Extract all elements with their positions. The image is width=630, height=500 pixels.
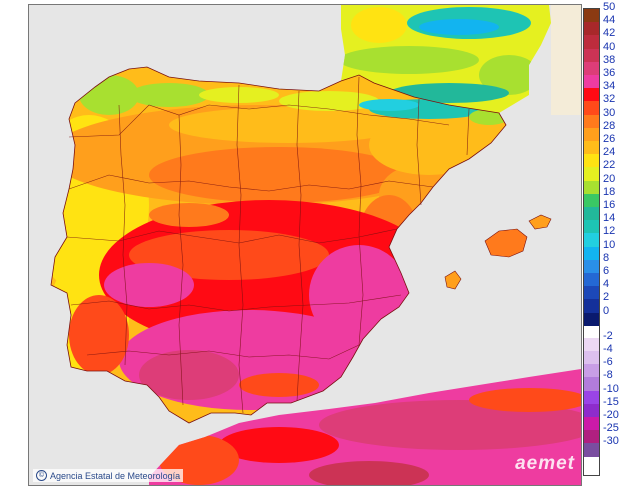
legend-swatch-pos-4: [584, 61, 599, 76]
legend-label-pos-4: 38: [603, 53, 616, 66]
legend-label-pos-23: 0: [603, 304, 610, 317]
legend-label-pos-21: 4: [603, 278, 610, 291]
legend-label-pos-10: 26: [603, 133, 616, 145]
legend-swatch-pos-1: [584, 22, 599, 36]
legend-color-scale: [583, 8, 600, 476]
legend-swatch-pos-10: [584, 141, 599, 155]
province-borders: [66, 76, 470, 414]
legend-swatch-pos-7: [584, 101, 599, 116]
legend-label-pos-19: 8: [603, 251, 610, 264]
legend-swatch-pos-8: [584, 114, 599, 129]
legend-swatch-pos-9: [584, 127, 599, 142]
legend-label-neg-3: -8: [603, 369, 613, 382]
legend-label-pos-18: 10: [603, 238, 616, 251]
legend-label-neg-8: -30: [603, 435, 619, 448]
legend-label-neg-7: -25: [603, 422, 619, 435]
legend-label-pos-20: 6: [603, 265, 610, 277]
legend-label-pos-16: 14: [603, 212, 616, 225]
legend-swatch-neg-3: [584, 377, 599, 392]
agency-credit-text: Agencia Estatal de Meteorología: [50, 470, 181, 481]
map-canvas: [50, 5, 581, 485]
legend-swatch-neg-4: [584, 390, 599, 405]
legend-swatch-pos-23: [584, 312, 599, 327]
legend-label-neg-4: -10: [603, 382, 619, 395]
legend-swatch-neg-5: [584, 403, 599, 418]
legend-swatch-pos-15: [584, 207, 599, 221]
legend-swatch-pos-21: [584, 286, 599, 300]
legend-label-neg-1: -4: [603, 343, 613, 355]
aemet-logo: aemet: [515, 453, 575, 474]
legend-swatch-pos-11: [584, 154, 599, 168]
legend-label-neg-0: -2: [603, 329, 613, 342]
legend-swatch-neg-6: [584, 417, 599, 431]
legend-swatch-pos-22: [584, 299, 599, 314]
legend-label-pos-13: 20: [603, 172, 616, 185]
agency-credit: © Agencia Estatal de Meteorología: [33, 469, 184, 482]
legend-swatch-pos-14: [584, 193, 599, 208]
iberia-coastline: [50, 66, 507, 424]
right-landmass: [551, 5, 581, 115]
legend-label-pos-14: 18: [603, 185, 616, 198]
legend-swatch-pos-16: [584, 220, 599, 234]
legend-swatch-pos-20: [584, 273, 599, 287]
legend-swatch-pos-18: [584, 246, 599, 261]
legend-swatch-pos-3: [584, 48, 599, 63]
temperature-legend: 50 44 42 40 38 36 34 32 30 28 26 24 22 20 18 16 14 12 10 8 6…: [583, 2, 629, 484]
legend-swatch-neg-8: [584, 443, 599, 458]
legend-label-neg-5: -15: [603, 395, 619, 408]
legend-label-pos-12: 22: [603, 159, 616, 172]
legend-label-pos-0: 50: [603, 1, 616, 13]
legend-label-pos-15: 16: [603, 199, 616, 211]
legend-swatch-neg-1: [584, 351, 599, 365]
legend-swatch-pos-12: [584, 167, 599, 182]
legend-label-pos-2: 42: [603, 27, 616, 40]
legend-swatch-neg-0: [584, 337, 599, 352]
legend-swatch-pos-5: [584, 75, 599, 89]
legend-label-pos-8: 30: [603, 106, 616, 119]
legend-label-pos-3: 40: [603, 40, 616, 53]
legend-label-neg-6: -20: [603, 409, 619, 421]
temperature-map: © Agencia Estatal de Meteorología aemet: [28, 4, 582, 486]
legend-label-pos-7: 32: [603, 93, 616, 106]
copyright-icon: ©: [36, 470, 47, 481]
legend-label-pos-5: 36: [603, 67, 616, 79]
legend-swatch-pos-6: [584, 88, 599, 102]
legend-swatch-pos-13: [584, 180, 599, 195]
legend-swatch-neg-7: [584, 430, 599, 444]
legend-label-neg-2: -6: [603, 356, 613, 369]
legend-label-pos-9: 28: [603, 119, 616, 132]
legend-label-pos-1: 44: [603, 14, 616, 27]
legend-swatch-neg-2: [584, 364, 599, 378]
legend-label-pos-6: 34: [603, 80, 616, 93]
legend-label-pos-22: 2: [603, 291, 610, 304]
legend-swatch-pos-0: [584, 9, 599, 23]
legend-swatch-pos-19: [584, 259, 599, 274]
legend-swatch-pos-2: [584, 35, 599, 50]
balearic-islands: [444, 214, 552, 290]
legend-label-pos-17: 12: [603, 225, 616, 238]
legend-swatch-pos-17: [584, 233, 599, 248]
legend-label-pos-11: 24: [603, 146, 616, 159]
